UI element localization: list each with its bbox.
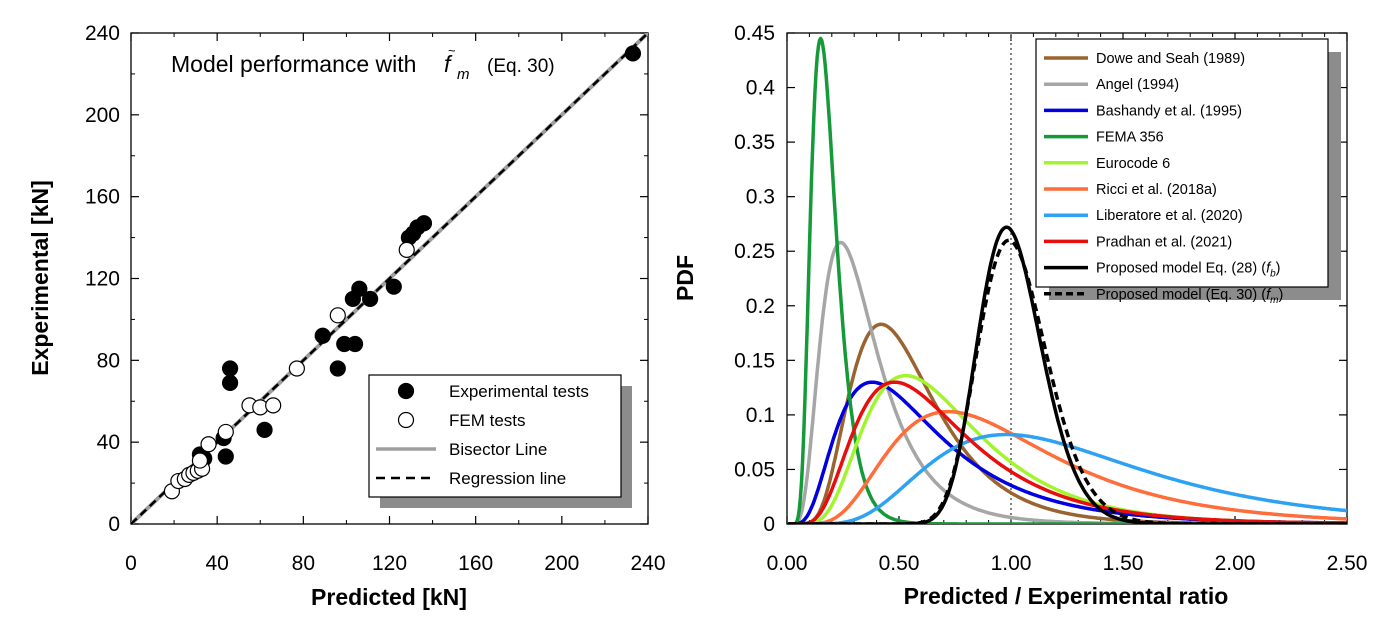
experimental-point bbox=[346, 335, 364, 353]
tilde-mark: ~ bbox=[448, 43, 456, 58]
fem-point bbox=[398, 241, 415, 258]
annotation-suffix: (Eq. 30) bbox=[487, 56, 555, 77]
y-tick-label: 0.2 bbox=[746, 295, 775, 318]
experimental-point bbox=[362, 290, 379, 308]
experimental-point bbox=[221, 360, 239, 377]
pdf-curve bbox=[787, 409, 1347, 524]
legend-subscript: b bbox=[1270, 269, 1276, 280]
pdf-curves bbox=[787, 36, 1347, 524]
experimental-point bbox=[329, 360, 346, 377]
legend-filled-marker bbox=[397, 382, 415, 400]
experimental-point bbox=[217, 448, 234, 465]
y-tick-label: 0 bbox=[763, 513, 775, 536]
x-tick-label: 0.00 bbox=[767, 552, 808, 575]
annotation-subscript: m bbox=[457, 66, 470, 83]
y-tick-label: 0.15 bbox=[734, 349, 775, 372]
legend-label: FEM tests bbox=[449, 411, 526, 430]
legend-subscript: m bbox=[1270, 295, 1278, 306]
pdf-chart: 0.00 0.50 1.00 1.50 2.00 2.50 0 0.05 0.1 0.15 0.2 0… bbox=[672, 22, 1367, 609]
x-tick-label: 1.50 bbox=[1103, 552, 1144, 575]
annotation: Model performance with f ~ m (Eq. 30) bbox=[171, 43, 555, 83]
legend-label: Bashandy et al. (1995) bbox=[1096, 103, 1242, 119]
scatter-chart: 0 40 80 120 160 200 240 0 40 80 120 160 200 240 Model… bbox=[27, 22, 666, 610]
x-tick-label: 80 bbox=[292, 552, 315, 575]
y-axis-label-right: PDF bbox=[672, 255, 698, 301]
legend-label: Proposed model Eq. (28) (fb) bbox=[1096, 261, 1281, 280]
y-tick-label: 240 bbox=[85, 22, 120, 45]
annotation-prefix: Model performance with bbox=[171, 51, 416, 77]
left-ticks: 0 40 80 120 160 200 240 0 40 80 120 160 200 240 bbox=[85, 22, 666, 575]
left-legend: Experimental tests FEM tests Bisector Line… bbox=[368, 374, 632, 508]
y-tick-label: 0.45 bbox=[734, 22, 775, 45]
pdf-curve bbox=[787, 238, 1347, 524]
y-tick-label: 0.05 bbox=[734, 458, 775, 481]
left-points bbox=[163, 45, 642, 500]
legend-label: Proposed model (Eq. 30) (fm) bbox=[1096, 287, 1283, 306]
legend-label: Eurocode 6 bbox=[1096, 156, 1170, 172]
fem-point bbox=[191, 452, 209, 469]
experimental-point bbox=[624, 45, 642, 62]
right-ticks: 0.00 0.50 1.00 1.50 2.00 2.50 0 0.05 0.1 0.15 0.2 0… bbox=[734, 22, 1367, 575]
x-tick-label: 120 bbox=[372, 552, 407, 575]
pdf-curve bbox=[787, 432, 1347, 524]
x-axis-label-left: Predicted [kN] bbox=[311, 584, 467, 610]
x-tick-label: 160 bbox=[458, 552, 493, 575]
fem-point bbox=[265, 397, 282, 414]
legend-label: Liberatore et al. (2020) bbox=[1096, 208, 1243, 224]
y-tick-label: 0.25 bbox=[734, 240, 775, 263]
experimental-point bbox=[415, 215, 433, 232]
pdf-curve bbox=[787, 380, 1347, 524]
fem-point bbox=[217, 423, 234, 441]
fem-point bbox=[288, 360, 305, 377]
legend-label: Bisector Line bbox=[449, 440, 547, 459]
legend-label: Angel (1994) bbox=[1096, 77, 1179, 93]
y-tick-label: 200 bbox=[85, 104, 120, 127]
y-axis-label-left: Experimental [kN] bbox=[27, 180, 53, 376]
legend-paren: ) bbox=[1276, 261, 1281, 277]
x-axis-label-right: Predicted / Experimental ratio bbox=[904, 583, 1229, 609]
experimental-point bbox=[256, 421, 273, 438]
x-tick-label: 200 bbox=[544, 552, 579, 575]
annotation-symbol: f bbox=[444, 51, 453, 77]
legend-paren: ( bbox=[1261, 287, 1266, 303]
fem-point bbox=[329, 307, 346, 324]
legend-label: Regression line bbox=[449, 469, 566, 488]
x-tick-label: 2.00 bbox=[1215, 552, 1256, 575]
pdf-curve bbox=[787, 225, 1347, 524]
x-tick-label: 2.50 bbox=[1327, 552, 1368, 575]
right-legend: Dowe and Seah (1989) Angel (1994) Bashandy… bbox=[1035, 38, 1341, 306]
x-tick-label: 0.50 bbox=[879, 552, 920, 575]
y-tick-label: 0.4 bbox=[746, 77, 776, 100]
fem-point bbox=[200, 436, 217, 453]
legend-symbol: f bbox=[1266, 287, 1272, 303]
y-tick-label: 0.35 bbox=[734, 131, 775, 154]
legend-paren: ( bbox=[1261, 261, 1266, 277]
y-tick-label: 0.3 bbox=[746, 186, 775, 209]
experimental-point bbox=[351, 280, 368, 297]
legend-label: FEMA 356 bbox=[1096, 130, 1164, 146]
experimental-point bbox=[385, 278, 402, 295]
legend-open-marker bbox=[397, 411, 415, 429]
x-tick-label: 240 bbox=[630, 552, 665, 575]
experimental-point bbox=[314, 327, 331, 344]
legend-label: Dowe and Seah (1989) bbox=[1096, 51, 1245, 67]
y-tick-label: 0.1 bbox=[746, 404, 775, 427]
y-tick-label: 40 bbox=[97, 431, 120, 454]
x-tick-label: 1.00 bbox=[991, 552, 1032, 575]
legend-label: Experimental tests bbox=[449, 382, 589, 401]
x-tick-label: 0 bbox=[125, 552, 137, 575]
experimental-point bbox=[221, 374, 239, 391]
legend-label: Pradhan et al. (2021) bbox=[1096, 234, 1232, 250]
y-tick-label: 120 bbox=[85, 268, 120, 291]
y-tick-label: 0 bbox=[108, 513, 120, 536]
legend-label: Ricci et al. (2018a) bbox=[1096, 182, 1217, 198]
pdf-curve bbox=[787, 36, 1347, 524]
legend-paren: ) bbox=[1278, 287, 1283, 303]
legend-symbol: f bbox=[1266, 261, 1272, 277]
y-tick-label: 80 bbox=[97, 349, 120, 372]
x-tick-label: 40 bbox=[205, 552, 228, 575]
y-tick-label: 160 bbox=[85, 186, 120, 209]
